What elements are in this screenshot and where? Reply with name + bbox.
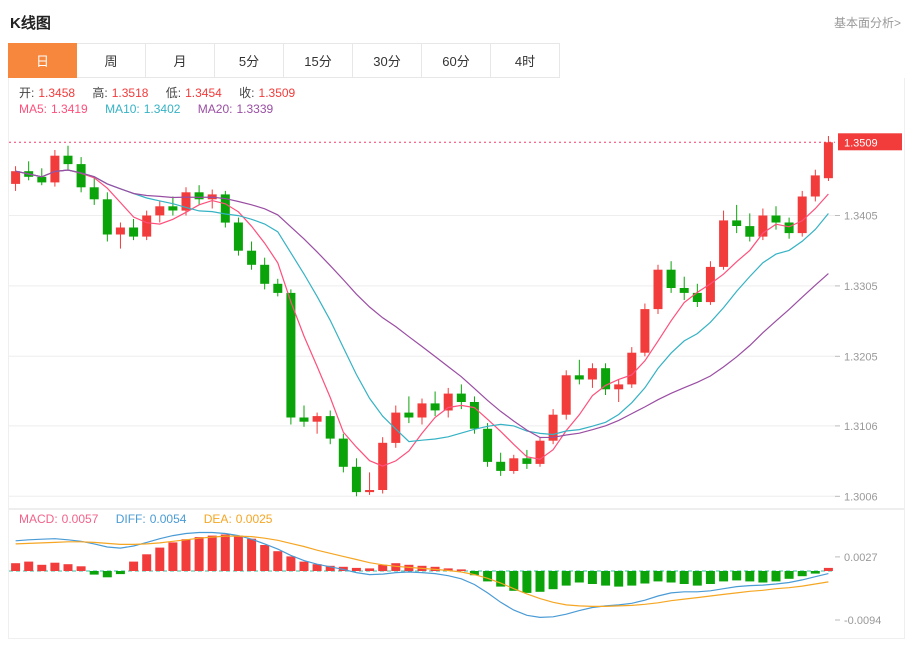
high-label: 高: [92, 86, 108, 100]
ohlc-legend: 开: 1.3458 高: 1.3518 低: 1.3454 收: 1.3509 [19, 84, 299, 101]
macd-legend: MACD: 0.0057 DIFF: 0.0054 DEA: 0.0025 [19, 512, 276, 526]
svg-text:1.3509: 1.3509 [844, 137, 878, 149]
tab-5min[interactable]: 5分 [215, 43, 284, 78]
low-label: 低: [165, 86, 182, 100]
diff-label: DIFF: [115, 512, 146, 526]
high-value: 1.3518 [111, 86, 149, 100]
diff-value: 0.0054 [149, 512, 187, 526]
fundamental-analysis-link[interactable]: 基本面分析> [833, 16, 901, 30]
ma10-label: MA10: [105, 102, 140, 116]
ma5-label: MA5: [19, 102, 48, 116]
svg-text:1.3106: 1.3106 [844, 421, 878, 433]
low-value: 1.3454 [185, 86, 222, 100]
macd-label: MACD: [19, 512, 58, 526]
svg-text:-0.0094: -0.0094 [844, 615, 881, 627]
svg-text:1.3205: 1.3205 [844, 351, 878, 363]
close-label: 收: [239, 86, 255, 100]
chart-area: 开: 1.3458 高: 1.3518 低: 1.3454 收: 1.3509 MA5:… [8, 78, 905, 639]
svg-text:0.0027: 0.0027 [844, 552, 878, 564]
dea-value: 0.0025 [235, 512, 273, 526]
tab-30min[interactable]: 30分 [353, 43, 422, 78]
page-title: K线图 [10, 15, 51, 32]
tab-day[interactable]: 日 [8, 43, 77, 78]
ma10-value: 1.3402 [143, 102, 181, 116]
tab-month[interactable]: 月 [146, 43, 215, 78]
tab-4hour[interactable]: 4时 [491, 43, 560, 78]
svg-text:1.3405: 1.3405 [844, 211, 878, 223]
tab-60min[interactable]: 60分 [422, 43, 491, 78]
interval-tabs: 日 周 月 5分 15分 30分 60分 4时 [8, 43, 913, 78]
tab-week[interactable]: 周 [77, 43, 146, 78]
close-value: 1.3509 [258, 86, 296, 100]
svg-text:1.3305: 1.3305 [844, 281, 878, 293]
ma20-label: MA20: [197, 102, 233, 116]
tab-15min[interactable]: 15分 [284, 43, 353, 78]
open-label: 开: [19, 86, 35, 100]
dea-label: DEA: [203, 512, 232, 526]
macd-value: 0.0057 [61, 512, 99, 526]
open-value: 1.3458 [38, 86, 76, 100]
header: K线图 基本面分析> [0, 0, 913, 39]
ma-legend: MA5: 1.3419 MA10: 1.3402 MA20: 1.3339 [19, 102, 277, 116]
svg-text:1.3006: 1.3006 [844, 491, 878, 503]
kline-chart-canvas[interactable]: 1.3405 1.3305 1.3205 1.3106 1.3006 1.3509 0.00… [9, 124, 904, 637]
ma5-value: 1.3419 [51, 102, 88, 116]
ma20-value: 1.3339 [236, 102, 274, 116]
